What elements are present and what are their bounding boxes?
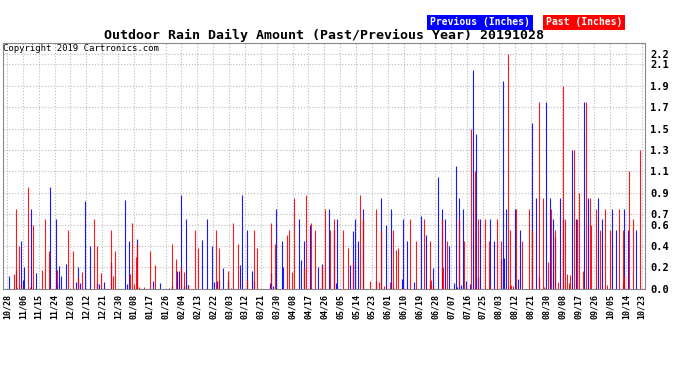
Text: Past (Inches): Past (Inches): [546, 17, 622, 27]
Title: Outdoor Rain Daily Amount (Past/Previous Year) 20191028: Outdoor Rain Daily Amount (Past/Previous…: [104, 29, 544, 42]
Text: Previous (Inches): Previous (Inches): [430, 17, 530, 27]
Text: Copyright 2019 Cartronics.com: Copyright 2019 Cartronics.com: [3, 44, 159, 52]
